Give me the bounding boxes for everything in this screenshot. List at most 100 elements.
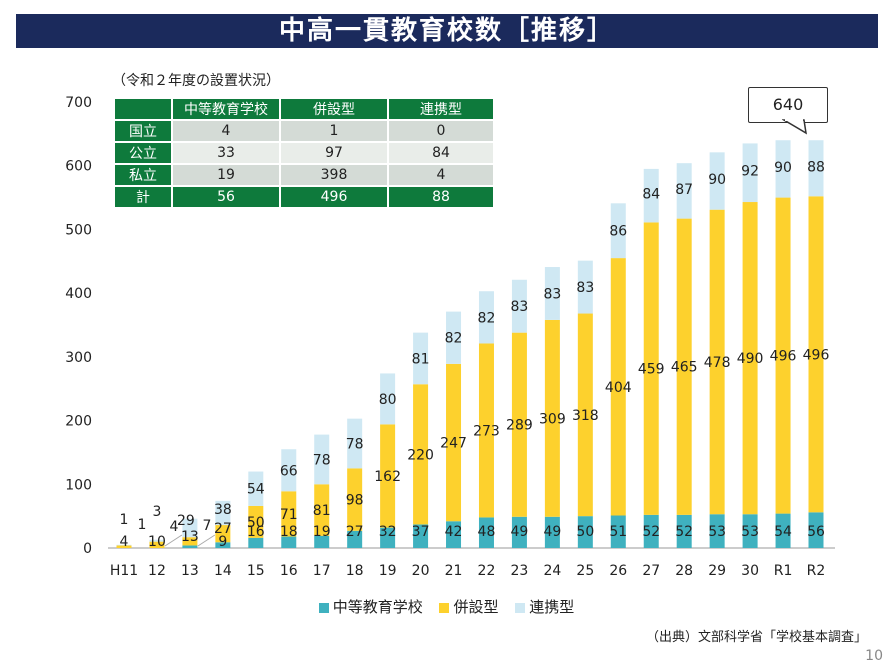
bar-segment xyxy=(314,484,330,536)
x-tick-label: H11 xyxy=(110,563,138,579)
data-label: 3 xyxy=(152,504,161,520)
data-label: 465 xyxy=(671,360,698,376)
x-tick-label: R1 xyxy=(774,563,793,579)
x-tick-label: 22 xyxy=(478,563,496,579)
table-cell: 4 xyxy=(173,121,279,141)
data-label: 49 xyxy=(511,524,529,540)
x-tick-label: 26 xyxy=(609,563,627,579)
table-row: 私立 19 398 4 xyxy=(115,165,493,185)
data-label: 10 xyxy=(148,534,166,550)
data-label: 52 xyxy=(675,524,693,540)
bar-segment xyxy=(215,525,231,543)
data-label: 90 xyxy=(774,160,792,176)
bar-segment xyxy=(281,449,297,492)
data-label: 49 xyxy=(543,524,561,540)
table-total-cell: 88 xyxy=(389,187,493,207)
data-label: 27 xyxy=(214,521,232,537)
bar-segment xyxy=(544,267,560,320)
bar-segment xyxy=(544,319,560,517)
x-tick-label: 25 xyxy=(576,563,594,579)
bar-segment xyxy=(380,527,396,548)
data-label: 92 xyxy=(741,164,759,180)
data-label: 90 xyxy=(708,172,726,188)
bar-segment xyxy=(478,291,494,344)
data-label: 50 xyxy=(576,524,594,540)
x-tick-label: 24 xyxy=(543,563,561,579)
legend-swatch xyxy=(439,602,450,613)
data-label: 38 xyxy=(214,502,232,518)
bar-segment xyxy=(610,203,626,259)
bar-segment xyxy=(380,424,396,528)
y-tick-label: 600 xyxy=(65,159,92,175)
table-cell: 84 xyxy=(389,143,493,163)
bar-segment xyxy=(347,468,363,531)
data-label: 81 xyxy=(412,351,430,367)
table-row-label: 公立 xyxy=(115,143,171,163)
summary-table: 中等教育学校 併設型 連携型 国立 4 1 0 公立 33 97 84 私立 1… xyxy=(113,97,495,209)
table-cell: 19 xyxy=(173,165,279,185)
bar-segment xyxy=(709,209,725,515)
legend-item-renkei: 連携型 xyxy=(515,596,574,617)
x-tick-label: 27 xyxy=(642,563,660,579)
x-tick-label: 16 xyxy=(280,563,298,579)
data-label: 50 xyxy=(247,515,265,531)
data-label: 496 xyxy=(770,349,797,365)
x-tick-label: 23 xyxy=(511,563,529,579)
source-note: （出典）文部科学省「学校基本調査」 xyxy=(645,630,867,645)
table-cell: 0 xyxy=(389,121,493,141)
bar-segment xyxy=(808,140,824,197)
table-total-row: 計 56 496 88 xyxy=(115,187,493,207)
bar-segment xyxy=(215,542,231,548)
data-label: 42 xyxy=(445,524,463,540)
bar-segment xyxy=(742,202,758,515)
data-label: 459 xyxy=(638,362,665,378)
data-label: 478 xyxy=(704,355,731,371)
bar-segment xyxy=(182,545,198,548)
data-label: 82 xyxy=(478,310,496,326)
bar-segment xyxy=(248,471,264,506)
data-label: 1 xyxy=(138,517,147,533)
table-row-label: 国立 xyxy=(115,121,171,141)
data-label: 80 xyxy=(379,392,397,408)
x-tick-label: 30 xyxy=(741,563,759,579)
table-row: 公立 33 97 84 xyxy=(115,143,493,163)
legend: 中等教育学校 併設型 連携型 xyxy=(0,596,893,617)
x-tick-label: 28 xyxy=(675,563,693,579)
table-row-label: 私立 xyxy=(115,165,171,185)
bar-segment xyxy=(643,514,659,548)
bar-segment xyxy=(676,514,692,548)
data-label: 54 xyxy=(774,524,792,540)
page-number: 10 xyxy=(865,648,883,664)
y-tick-label: 500 xyxy=(65,222,92,238)
bar-segment xyxy=(808,196,824,513)
bar-segment xyxy=(676,218,692,515)
x-tick-label: 12 xyxy=(148,563,166,579)
bar-segment xyxy=(182,518,198,538)
table-header-cell: 連携型 xyxy=(389,99,493,119)
chart-subtitle: （令和２年度の設置状況） xyxy=(112,73,280,89)
data-label: 13 xyxy=(181,529,199,545)
data-label: 9 xyxy=(218,534,227,550)
bar-segment xyxy=(149,541,165,548)
y-tick-label: 700 xyxy=(65,95,92,111)
total-callout: 640 xyxy=(748,87,828,123)
data-label: 48 xyxy=(478,524,496,540)
bar-segment xyxy=(775,513,791,548)
data-label: 4 xyxy=(169,519,178,535)
callout-pointer xyxy=(782,119,807,135)
table-header-cell xyxy=(115,99,171,119)
y-tick-label: 300 xyxy=(65,350,92,366)
data-label: 56 xyxy=(807,524,825,540)
bar-segment xyxy=(446,311,462,364)
bar-segment xyxy=(742,514,758,548)
bar-segment xyxy=(413,524,429,548)
data-label: 52 xyxy=(642,524,660,540)
data-label: 98 xyxy=(346,493,364,509)
bar-segment xyxy=(116,544,132,546)
data-label: 318 xyxy=(572,408,599,424)
data-label: 496 xyxy=(803,347,830,363)
bar-segment xyxy=(248,505,264,538)
legend-label: 併設型 xyxy=(453,598,499,616)
data-label: 82 xyxy=(445,331,463,347)
